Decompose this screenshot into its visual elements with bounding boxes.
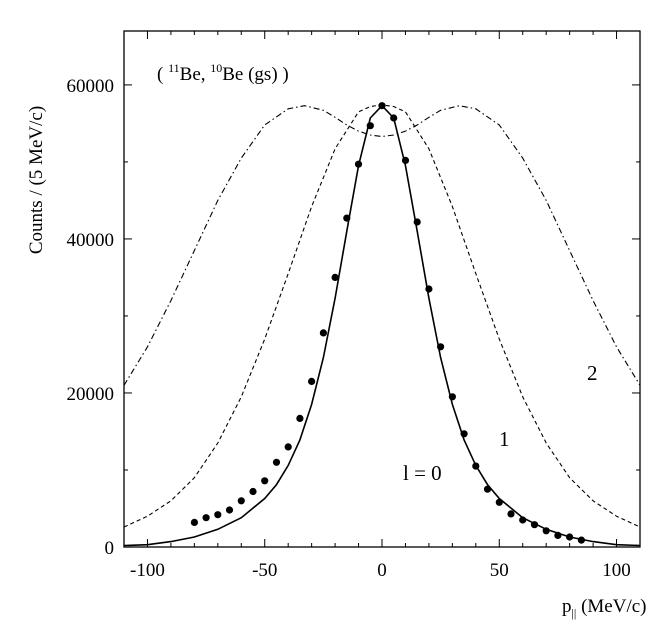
x-label-unit: (MeV/c) xyxy=(576,596,646,617)
data-point xyxy=(495,498,503,506)
data-point xyxy=(425,285,433,293)
data-point xyxy=(413,218,421,226)
data-point xyxy=(272,458,281,466)
data-point xyxy=(343,214,351,222)
data-point xyxy=(225,506,234,514)
data-point xyxy=(214,511,222,519)
title-sup-11: 11 xyxy=(168,61,180,75)
data-point xyxy=(577,536,586,544)
plot-frame xyxy=(123,30,641,548)
data-point xyxy=(378,102,386,110)
data-point xyxy=(448,393,456,401)
data-point xyxy=(284,443,292,451)
model-curves xyxy=(123,104,641,547)
y-tick-label: 0 xyxy=(105,538,115,559)
curve-label-l2: 2 xyxy=(587,361,598,385)
x-tick-label: 0 xyxy=(377,560,387,581)
data-point xyxy=(261,477,269,485)
axis-ticks xyxy=(124,31,640,548)
data-point xyxy=(507,510,515,518)
x-label-p: p xyxy=(562,596,572,617)
curve-label-l0: l = 0 xyxy=(403,461,442,485)
tick-labels: -100 -50 0 50 100 0 20000 40000 60000 xyxy=(67,76,631,581)
x-label-sub: || xyxy=(572,606,577,620)
x-tick-label: 50 xyxy=(490,560,509,581)
title-be-10: Be (gs) ) xyxy=(222,64,288,85)
data-point xyxy=(554,531,562,540)
data-points xyxy=(190,102,586,544)
data-point xyxy=(566,533,574,541)
data-point xyxy=(366,122,374,130)
title-sup-10: 10 xyxy=(210,61,222,75)
data-point xyxy=(542,527,550,535)
data-point xyxy=(354,160,363,168)
title-open: ( xyxy=(157,64,168,85)
x-tick-label: -100 xyxy=(130,560,165,581)
data-point xyxy=(296,414,304,422)
data-point xyxy=(237,497,245,505)
curve-label-l1: 1 xyxy=(499,427,510,451)
y-tick-label: 20000 xyxy=(67,384,115,405)
data-point xyxy=(460,430,468,438)
data-point xyxy=(472,462,480,470)
chart-title: ( 11Be, 10Be (gs) ) xyxy=(157,61,289,85)
data-point xyxy=(390,114,398,122)
data-point xyxy=(519,516,527,524)
data-point xyxy=(202,514,210,522)
data-point xyxy=(249,487,257,496)
y-tick-label: 60000 xyxy=(67,76,115,97)
y-tick-label: 40000 xyxy=(67,230,115,251)
data-point xyxy=(308,377,316,385)
data-point xyxy=(401,156,410,164)
data-point xyxy=(319,329,327,337)
data-point xyxy=(437,343,445,351)
data-point xyxy=(530,521,539,529)
data-point xyxy=(483,485,492,493)
x-axis-label: p|| (MeV/c) xyxy=(562,596,646,620)
curve-dash-dot xyxy=(123,105,641,386)
curve-dashed xyxy=(123,104,641,528)
x-tick-label: 100 xyxy=(602,560,631,581)
y-axis-label: Counts / (5 MeV/c) xyxy=(26,106,47,254)
title-be-11: Be, xyxy=(180,64,211,85)
curve-solid xyxy=(123,104,641,547)
x-tick-label: -50 xyxy=(252,560,277,581)
data-point xyxy=(331,273,339,281)
data-point xyxy=(190,518,198,527)
